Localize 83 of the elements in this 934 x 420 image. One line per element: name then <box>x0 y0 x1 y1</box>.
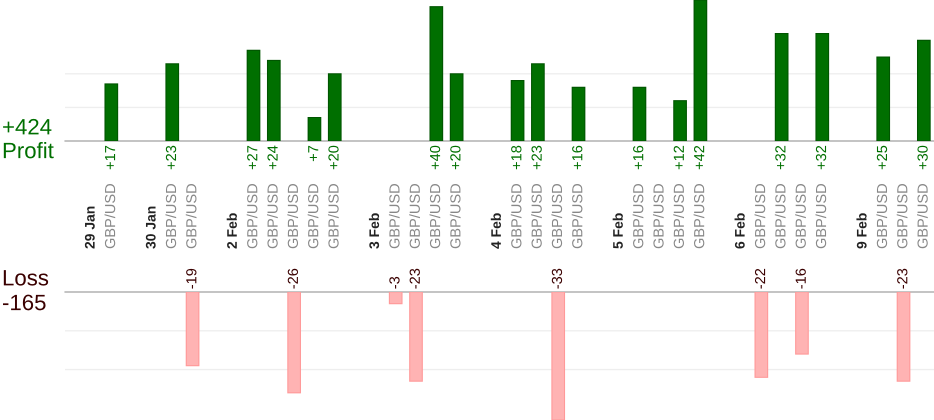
x-tick-label: GBP/USD <box>510 184 522 248</box>
bar <box>673 100 687 141</box>
x-tick-label: GBP/USD <box>815 184 826 248</box>
x-tick-label: GBP/USD <box>673 184 684 248</box>
text: -165 <box>2 294 46 310</box>
x-tick-label: GBP/USD <box>328 184 339 248</box>
x-tick-label: GBP/USD <box>287 184 298 248</box>
x-tick-label: GBP/USD <box>572 184 582 248</box>
bar <box>246 50 260 141</box>
x-tick-label: GBP/USD <box>104 184 116 248</box>
x-tick-label: GBP/USD <box>186 184 196 248</box>
x-tick-label: GBP/USD <box>896 184 908 248</box>
data-label: +40 <box>430 146 440 170</box>
data-label: -19 <box>186 268 196 289</box>
data-label: -22 <box>754 268 766 289</box>
data-label: +16 <box>633 146 644 170</box>
bar <box>429 6 444 141</box>
bar <box>328 73 342 141</box>
bar <box>815 33 830 141</box>
x-tick-label: GBP/USD <box>430 184 440 248</box>
x-tick-label: GBP/USD <box>551 184 562 248</box>
x-tick-label: GBP/USD <box>652 184 664 248</box>
bar <box>572 86 586 141</box>
x-tick-label: GBP/USD <box>754 184 766 248</box>
bar <box>450 73 464 141</box>
bar <box>694 0 708 141</box>
x-tick-label: GBP/USD <box>388 184 400 248</box>
data-label: -3 <box>389 276 400 289</box>
x-tick-label: GBP/USD <box>308 184 318 248</box>
text: +424 <box>3 118 52 134</box>
bar <box>104 83 118 141</box>
data-label: +23 <box>531 146 542 170</box>
bar <box>632 86 646 141</box>
x-tick-label: GBP/USD <box>246 184 258 248</box>
bar <box>774 33 789 141</box>
data-label: +32 <box>816 146 826 170</box>
bar <box>916 40 931 141</box>
data-label: +18 <box>511 146 522 170</box>
data-label: +25 <box>876 146 888 170</box>
data-label: +30 <box>917 146 928 170</box>
x-tick-label: GBP/USD <box>917 184 928 248</box>
x-tick-label: GBP/USD <box>876 184 888 248</box>
x-tick-label: GBP/USD <box>531 184 542 248</box>
x-tick-label: 30 Jan <box>146 206 156 249</box>
data-label: -26 <box>288 268 298 289</box>
x-tick-label: 4 Feb <box>490 213 501 249</box>
data-label: -16 <box>796 268 806 289</box>
x-tick-label: GBP/USD <box>409 184 420 248</box>
data-label: +16 <box>572 146 582 170</box>
data-label: +24 <box>267 146 278 170</box>
x-tick-label: GBP/USD <box>795 184 806 248</box>
data-label: +12 <box>674 146 684 170</box>
bar <box>531 63 545 141</box>
x-tick-label: GBP/USD <box>165 184 176 248</box>
bar <box>876 56 890 141</box>
x-tick-label: 6 Feb <box>734 213 745 248</box>
data-label: +7 <box>308 146 318 162</box>
x-tick-label: GBP/USD <box>694 184 704 248</box>
x-tick-label: 9 Feb <box>856 213 867 249</box>
bar <box>510 80 524 141</box>
data-label: +42 <box>694 146 704 170</box>
data-label: +23 <box>166 146 176 170</box>
x-tick-label: GBP/USD <box>774 184 786 248</box>
data-label: +20 <box>450 146 461 170</box>
x-tick-label: 2 Feb <box>226 213 237 249</box>
x-tick-label: GBP/USD <box>450 184 461 248</box>
data-label: -23 <box>897 268 908 289</box>
data-label: +27 <box>247 146 258 170</box>
data-label: +17 <box>105 146 116 170</box>
x-tick-label: 29 Jan <box>84 206 95 249</box>
x-tick-label: GBP/USD <box>267 184 278 248</box>
data-label: -23 <box>410 268 420 289</box>
x-tick-label: 3 Feb <box>368 213 380 249</box>
data-label: -33 <box>552 268 562 289</box>
bar <box>266 60 281 141</box>
y-axis-title: Loss <box>4 270 48 286</box>
bar <box>308 116 322 141</box>
data-label: +32 <box>775 146 786 170</box>
x-tick-label: GBP/USD <box>632 184 644 248</box>
x-tick-label: 5 Feb <box>612 213 623 249</box>
data-label: +20 <box>328 146 339 170</box>
bar <box>165 63 180 141</box>
y-axis-title: Profit <box>4 142 54 158</box>
